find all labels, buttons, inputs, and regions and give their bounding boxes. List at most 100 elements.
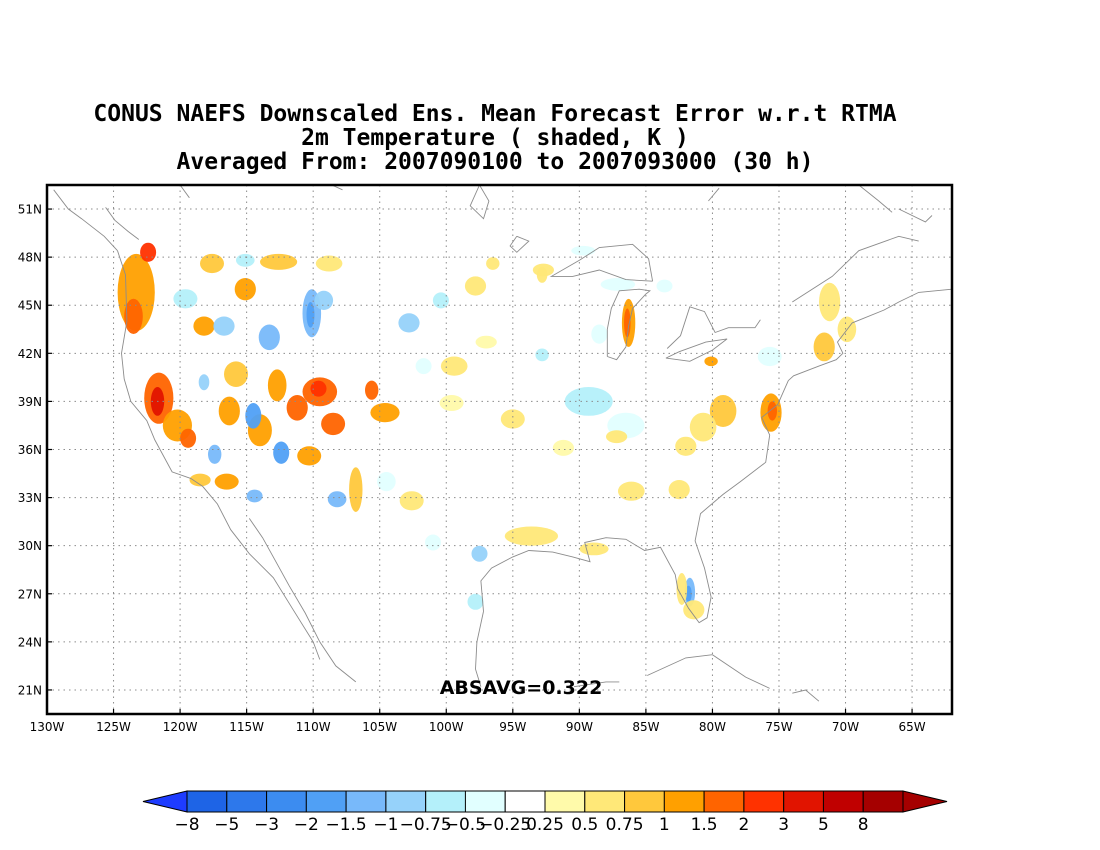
lon-tick-label: 90W xyxy=(566,720,593,734)
field-patch xyxy=(464,276,487,296)
field-patch xyxy=(224,361,248,388)
field-patch xyxy=(246,489,263,503)
lon-tick-label: 85W xyxy=(632,720,659,734)
colorbar-swatch xyxy=(504,790,546,813)
coastline xyxy=(475,611,484,687)
lon-tick-label: 75W xyxy=(765,720,792,734)
field-patch xyxy=(439,395,464,411)
colorbar-label: −0.25 xyxy=(479,815,531,835)
coastline xyxy=(573,681,620,688)
map-frame xyxy=(45,183,954,716)
field-patch xyxy=(377,472,396,492)
field-patch xyxy=(286,395,308,421)
field-patch xyxy=(213,316,235,336)
coastline xyxy=(792,689,820,702)
colorbar-label: 3 xyxy=(778,815,789,835)
colorbar-swatch xyxy=(663,790,705,813)
field-patch xyxy=(236,253,255,267)
coastline xyxy=(647,654,770,689)
lat-tick-label: 24N xyxy=(18,635,42,649)
field-patch xyxy=(813,332,835,362)
lon-tick-label: 65W xyxy=(899,720,926,734)
coastline xyxy=(179,185,190,199)
lat-tick-label: 27N xyxy=(18,587,42,601)
field-patch xyxy=(415,358,432,375)
grid-lines xyxy=(47,185,952,714)
field-patch xyxy=(124,298,143,334)
coastline xyxy=(606,288,651,361)
field-patch xyxy=(399,491,424,511)
field-patch xyxy=(467,593,484,610)
coastline xyxy=(53,189,118,252)
lat-tick-label: 48N xyxy=(18,251,42,265)
coastline xyxy=(105,207,140,240)
coastline xyxy=(469,185,490,220)
field-patch xyxy=(234,278,256,301)
map-subtitle: 2m Temperature ( shaded, K ) xyxy=(301,125,689,151)
field-patch xyxy=(398,313,420,333)
colorbar-label: 0.75 xyxy=(606,815,644,835)
field-patch xyxy=(668,480,690,500)
field-patch xyxy=(173,289,198,309)
lon-tick-label: 125W xyxy=(96,720,131,734)
field-patch xyxy=(260,253,298,270)
colorbar-swatch xyxy=(862,790,904,813)
field-patch xyxy=(218,396,240,426)
temperature-error-field xyxy=(117,242,857,620)
colorbar-label: −8 xyxy=(174,815,199,835)
colorbar-swatch xyxy=(544,790,586,813)
lat-tick-label: 33N xyxy=(18,491,42,505)
lat-tick-label: 45N xyxy=(18,299,42,313)
lat-tick-label: 36N xyxy=(18,443,42,457)
field-patch xyxy=(579,542,609,556)
coastlines xyxy=(53,185,952,702)
lon-tick-label: 115W xyxy=(229,720,264,734)
colorbar-label: −5 xyxy=(214,815,239,835)
field-patch xyxy=(310,380,327,397)
field-patch xyxy=(689,412,717,442)
lon-tick-label: 70W xyxy=(832,720,859,734)
field-patch xyxy=(819,282,841,322)
colorbar-label: 8 xyxy=(858,815,869,835)
field-patch xyxy=(709,395,737,427)
field-patch xyxy=(486,257,500,270)
coastline xyxy=(549,243,654,282)
field-patch xyxy=(676,573,688,605)
lat-tick-label: 42N xyxy=(18,347,42,361)
field-patch xyxy=(208,444,222,464)
lon-tick-label: 120W xyxy=(163,720,198,734)
lat-tick-label: 21N xyxy=(18,684,42,698)
colorbar-swatch xyxy=(822,790,864,813)
colorbar-label: −0.75 xyxy=(400,815,452,835)
colorbar-label: −0.5 xyxy=(445,815,486,835)
colorbar-swatch xyxy=(345,790,387,813)
coastline xyxy=(117,250,321,660)
coastline xyxy=(792,235,919,303)
field-patch xyxy=(475,335,497,349)
field-patch xyxy=(267,369,287,402)
coastline xyxy=(480,288,952,624)
field-patch xyxy=(425,534,441,551)
field-patch xyxy=(675,436,697,456)
field-patch xyxy=(500,409,525,429)
colorbar-label: 0.5 xyxy=(571,815,598,835)
field-patch xyxy=(432,292,449,309)
lon-tick-label: 105W xyxy=(362,720,397,734)
colorbar: −8 −5 −3 −2 −1.5 −1 −0.75−0.5−0.250.25 0.5 0.75 1… xyxy=(142,790,948,835)
axis-ticks: 130W 125W 120W 115W 110W 105W 100W 95W 90W 85W 80W… xyxy=(18,203,926,735)
field-patch xyxy=(370,403,400,423)
field-patch xyxy=(297,446,322,466)
lon-tick-label: 80W xyxy=(699,720,726,734)
field-patch xyxy=(189,473,211,487)
field-patch xyxy=(552,439,575,456)
lat-tick-label: 30N xyxy=(18,539,42,553)
field-patch xyxy=(327,491,347,508)
field-patch xyxy=(704,356,718,367)
colorbar-swatch xyxy=(743,790,785,813)
field-patch xyxy=(532,263,555,277)
map-title: CONUS NAEFS Downscaled Ens. Mean Forecas… xyxy=(93,101,897,127)
field-patch xyxy=(349,467,363,512)
field-patch xyxy=(321,412,346,436)
field-patch xyxy=(440,356,468,376)
lat-tick-label: 51N xyxy=(18,203,42,217)
